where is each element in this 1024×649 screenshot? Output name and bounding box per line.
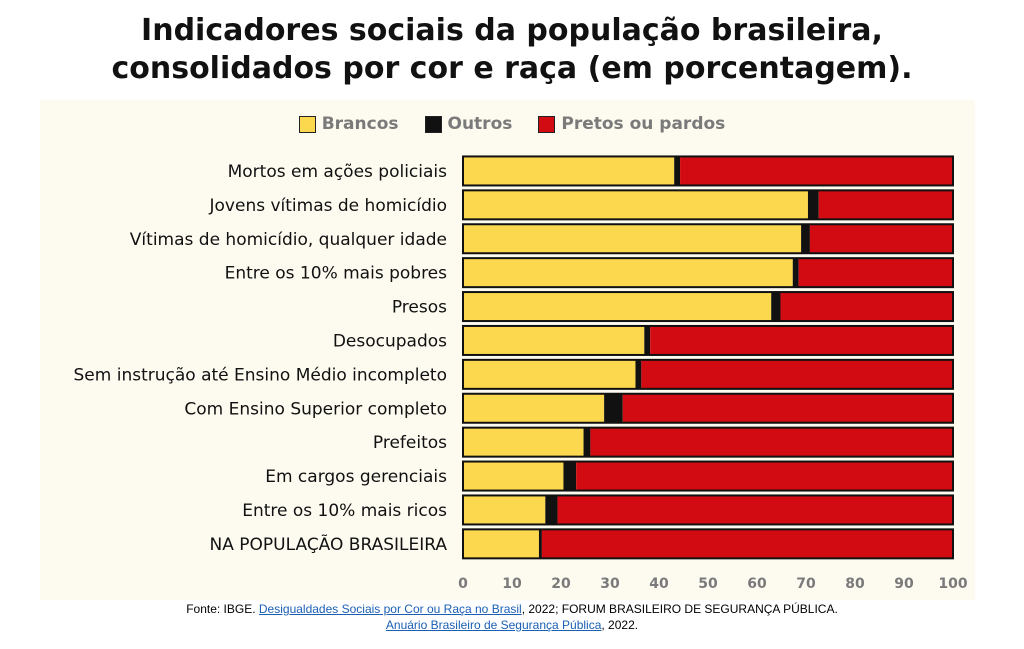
- category-label-vitimas-de-homicidio-qualquer-idade: Vítimas de homicídio, qualquer idade: [130, 230, 447, 250]
- x-tick-label-10: 10: [502, 576, 522, 592]
- x-tick-label-40: 40: [649, 576, 669, 592]
- bar-pretos-ou-pardos-em-cargos-gerenciais: [576, 461, 953, 491]
- legend-swatch-outros: [424, 115, 442, 133]
- footer-line-1: Fonte: IBGE. Desigualdades Sociais por C…: [0, 601, 1024, 617]
- chart-title-line-1: Indicadores sociais da população brasile…: [141, 13, 883, 48]
- bar-pretos-ou-pardos-na-populacao-brasileira: [541, 529, 953, 559]
- footer-mid: , 2022; FORUM BRASILEIRO DE SEGURANÇA PÚ…: [521, 602, 838, 616]
- bar-outline-desocupados: [462, 324, 954, 356]
- category-label-mortos-em-acoes-policiais: Mortos em ações policiais: [228, 162, 448, 182]
- chart-title: Indicadores sociais da população brasile…: [0, 12, 1024, 88]
- bar-brancos-entre-os-10-mais-pobres: [463, 258, 793, 288]
- x-tick-label-20: 20: [551, 576, 571, 592]
- bar-outline-mortos-em-acoes-policiais: [462, 155, 954, 187]
- bar-brancos-em-cargos-gerenciais: [463, 461, 564, 491]
- bar-outline-vitimas-de-homicidio-qualquer-idade: [462, 223, 954, 255]
- category-label-jovens-vitimas-de-homicidio: Jovens vítimas de homicídio: [209, 196, 447, 216]
- bar-brancos-sem-instrucao-ate-ensino-medio-incompleto: [463, 359, 636, 389]
- bar-outros-presos: [771, 292, 781, 322]
- bar-pretos-ou-pardos-com-ensino-superior-completo: [622, 393, 953, 423]
- legend-label-outros: Outros: [447, 114, 513, 134]
- category-label-prefeitos: Prefeitos: [373, 433, 447, 453]
- bar-outros-entre-os-10-mais-pobres: [792, 258, 799, 288]
- bar-outros-entre-os-10-mais-ricos: [545, 495, 558, 525]
- bar-outline-presos: [462, 291, 954, 323]
- bar-outros-sem-instrucao-ate-ensino-medio-incompleto: [635, 359, 642, 389]
- bar-outros-vitimas-de-homicidio-qualquer-idade: [801, 224, 810, 254]
- category-label-entre-os-10-mais-ricos: Entre os 10% mais ricos: [242, 501, 447, 521]
- x-tick-label-60: 60: [747, 576, 767, 592]
- category-label-presos: Presos: [392, 298, 447, 318]
- bar-outline-em-cargos-gerenciais: [462, 460, 954, 492]
- category-label-na-populacao-brasileira: NA POPULAÇÃO BRASILEIRA: [210, 533, 448, 555]
- x-tick-label-50: 50: [698, 576, 718, 592]
- bar-brancos-desocupados: [463, 325, 645, 355]
- bar-brancos-prefeitos: [463, 427, 584, 457]
- bar-pretos-ou-pardos-jovens-vitimas-de-homicidio: [818, 190, 953, 220]
- bar-outline-com-ensino-superior-completo: [462, 392, 954, 424]
- bar-pretos-ou-pardos-sem-instrucao-ate-ensino-medio-incompleto: [641, 359, 953, 389]
- bar-outros-jovens-vitimas-de-homicidio: [807, 190, 819, 220]
- bar-brancos-presos: [463, 292, 772, 322]
- bar-pretos-ou-pardos-desocupados: [650, 325, 953, 355]
- legend-swatch-pretos-ou-pardos: [538, 115, 556, 133]
- category-label-sem-instrucao-ate-ensino-medio-incompleto: Sem instrução até Ensino Médio incomplet…: [74, 365, 447, 385]
- category-label-com-ensino-superior-completo: Com Ensino Superior completo: [184, 399, 447, 419]
- x-tick-label-0: 0: [458, 576, 468, 592]
- x-tick-label-30: 30: [600, 576, 620, 592]
- chart-legend: Brancos Outros Pretos ou pardos: [0, 114, 1024, 134]
- bar-pretos-ou-pardos-entre-os-10-mais-ricos: [557, 495, 953, 525]
- chart-title-line-2: consolidados por cor e raça (em porcenta…: [111, 51, 913, 86]
- bar-brancos-na-populacao-brasileira: [463, 529, 539, 559]
- bar-outline-sem-instrucao-ate-ensino-medio-incompleto: [462, 358, 954, 390]
- bar-pretos-ou-pardos-mortos-em-acoes-policiais: [680, 156, 953, 186]
- bar-outline-entre-os-10-mais-pobres: [462, 257, 954, 289]
- footer-link-desigualdades[interactable]: Desigualdades Sociais por Cor ou Raça no…: [258, 602, 522, 616]
- bar-outros-na-populacao-brasileira: [538, 529, 542, 559]
- bar-outline-entre-os-10-mais-ricos: [462, 494, 954, 526]
- footer-line-2: Anuário Brasileiro de Segurança Pública,…: [0, 617, 1024, 633]
- footer-link-anuario[interactable]: Anuário Brasileiro de Segurança Pública: [385, 618, 602, 632]
- footer-prefix: Fonte: IBGE.: [186, 602, 259, 616]
- bar-outros-com-ensino-superior-completo: [604, 393, 623, 423]
- footer-suffix: , 2022.: [601, 618, 639, 632]
- bar-outros-mortos-em-acoes-policiais: [674, 156, 681, 186]
- bar-outros-desocupados: [644, 325, 651, 355]
- bar-outline-jovens-vitimas-de-homicidio: [462, 189, 954, 221]
- bar-outros-prefeitos: [583, 427, 591, 457]
- bar-brancos-entre-os-10-mais-ricos: [463, 495, 546, 525]
- legend-item-outros: Outros: [424, 114, 513, 134]
- bar-outros-em-cargos-gerenciais: [563, 461, 577, 491]
- bar-outline-na-populacao-brasileira: [462, 528, 954, 560]
- bar-brancos-mortos-em-acoes-policiais: [463, 156, 675, 186]
- x-tick-label-100: 100: [938, 576, 967, 592]
- category-label-em-cargos-gerenciais: Em cargos gerenciais: [265, 467, 447, 487]
- bar-pretos-ou-pardos-prefeitos: [590, 427, 953, 457]
- bar-pretos-ou-pardos-vitimas-de-homicidio-qualquer-idade: [809, 224, 953, 254]
- x-tick-label-90: 90: [894, 576, 914, 592]
- legend-item-brancos: Brancos: [298, 114, 399, 134]
- x-tick-label-70: 70: [796, 576, 816, 592]
- legend-swatch-brancos: [298, 115, 316, 133]
- x-tick-label-80: 80: [845, 576, 865, 592]
- category-label-desocupados: Desocupados: [333, 331, 447, 351]
- legend-label-brancos: Brancos: [321, 114, 399, 134]
- legend-label-pretos-ou-pardos: Pretos ou pardos: [561, 114, 726, 134]
- bar-brancos-vitimas-de-homicidio-qualquer-idade: [463, 224, 802, 254]
- legend-item-pretos-ou-pardos: Pretos ou pardos: [538, 114, 725, 134]
- bar-brancos-com-ensino-superior-completo: [463, 393, 605, 423]
- bar-pretos-ou-pardos-entre-os-10-mais-pobres: [798, 258, 953, 288]
- category-label-entre-os-10-mais-pobres: Entre os 10% mais pobres: [225, 264, 448, 284]
- bar-outline-prefeitos: [462, 426, 954, 458]
- source-footer: Fonte: IBGE. Desigualdades Sociais por C…: [0, 601, 1024, 633]
- bar-brancos-jovens-vitimas-de-homicidio: [463, 190, 808, 220]
- bar-pretos-ou-pardos-presos: [780, 292, 953, 322]
